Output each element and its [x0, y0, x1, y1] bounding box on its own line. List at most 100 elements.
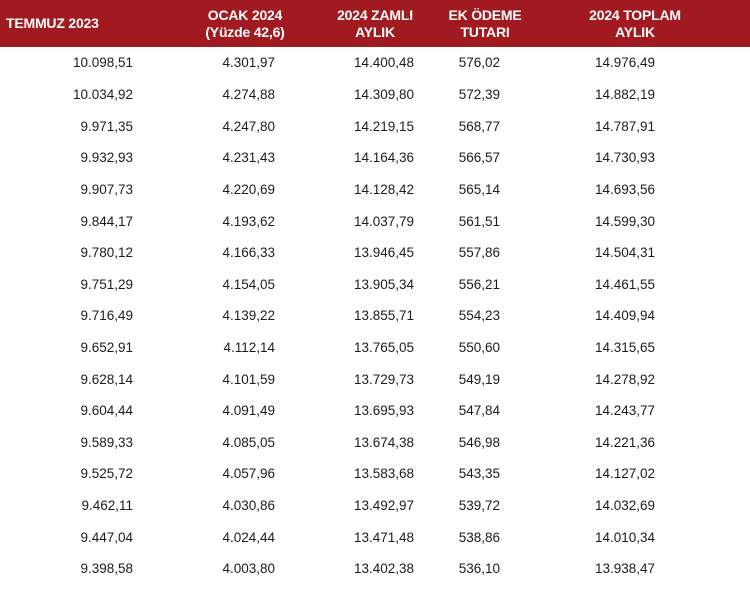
ocak-2024-value: 4.154,05 [222, 276, 275, 292]
ocak-2024-value: 4.030,86 [222, 497, 275, 513]
toplam-aylik-value: 14.504,31 [594, 245, 655, 261]
zamli-aylik-value: 14.164,36 [353, 150, 414, 166]
toplam-aylik-value: 14.461,55 [594, 276, 655, 292]
ek-odeme-value: 547,84 [458, 403, 500, 419]
zamli-aylik-value: 14.309,80 [353, 87, 414, 103]
table-row: 9.932,93 4.231,43 14.164,36 566,57 14.730,93 [0, 142, 750, 174]
zamli-aylik-value: 13.765,05 [353, 340, 414, 356]
header-line: TUTARI [460, 23, 510, 40]
header-line: AYLIK [355, 23, 395, 40]
header-ocak-2024: OCAK 2024 (Yüzde 42,6) [170, 0, 320, 47]
table-row: 9.589,33 4.085,05 13.674,38 546,98 14.221,36 [0, 427, 750, 459]
ocak-2024-value: 4.231,43 [222, 150, 275, 166]
ocak-2024-value: 4.091,49 [222, 403, 275, 419]
temmuz-2023-value: 9.398,58 [80, 561, 133, 577]
temmuz-2023-value: 9.780,12 [80, 245, 133, 261]
header-temmuz-2023: TEMMUZ 2023 [0, 0, 150, 47]
temmuz-2023-value: 9.971,35 [80, 118, 133, 134]
temmuz-2023-value: 9.716,49 [80, 308, 133, 324]
toplam-aylik-value: 14.882,19 [594, 87, 655, 103]
header-line: 2024 ZAMLI [337, 6, 413, 23]
temmuz-2023-value: 10.098,51 [72, 55, 133, 71]
ek-odeme-value: 566,57 [458, 150, 500, 166]
ek-odeme-value: 568,77 [458, 118, 500, 134]
ek-odeme-value: 549,19 [458, 371, 500, 387]
temmuz-2023-value: 9.751,29 [80, 276, 133, 292]
header-zamli-aylik: 2024 ZAMLI AYLIK [320, 0, 430, 47]
table-body: 10.098,51 4.301,97 14.400,48 576,02 14.976,4… [0, 47, 750, 584]
ek-odeme-value: 556,21 [458, 276, 500, 292]
ocak-2024-value: 4.024,44 [222, 529, 275, 545]
zamli-aylik-value: 13.674,38 [353, 434, 414, 450]
ek-odeme-value: 557,86 [458, 245, 500, 261]
toplam-aylik-value: 14.787,91 [594, 118, 655, 134]
toplam-aylik-value: 14.730,93 [594, 150, 655, 166]
zamli-aylik-value: 13.905,34 [353, 276, 414, 292]
header-ek-odeme: EK ÖDEME TUTARI [430, 0, 540, 47]
toplam-aylik-value: 14.010,34 [594, 529, 655, 545]
zamli-aylik-value: 13.492,97 [353, 497, 414, 513]
toplam-aylik-value: 14.693,56 [594, 182, 655, 198]
temmuz-2023-value: 9.525,72 [80, 466, 133, 482]
table-row: 9.780,12 4.166,33 13.946,45 557,86 14.504,31 [0, 237, 750, 269]
table-row: 9.716,49 4.139,22 13.855,71 554,23 14.409,94 [0, 300, 750, 332]
temmuz-2023-value: 9.844,17 [80, 213, 133, 229]
zamli-aylik-value: 14.128,42 [353, 182, 414, 198]
header-line: OCAK 2024 [207, 6, 283, 23]
toplam-aylik-value: 14.127,02 [594, 466, 655, 482]
ocak-2024-value: 4.247,80 [222, 118, 275, 134]
ocak-2024-value: 4.112,14 [223, 340, 275, 356]
temmuz-2023-value: 10.034,92 [72, 87, 133, 103]
ek-odeme-value: 539,72 [458, 497, 500, 513]
header-line: (Yüzde 42,6) [205, 23, 285, 40]
table-row: 9.751,29 4.154,05 13.905,34 556,21 14.461,55 [0, 269, 750, 301]
zamli-aylik-value: 13.402,38 [353, 561, 414, 577]
zamli-aylik-value: 14.219,15 [353, 118, 414, 134]
header-line: AYLIK [615, 23, 655, 40]
temmuz-2023-value: 9.932,93 [80, 150, 133, 166]
ocak-2024-value: 4.166,33 [222, 245, 275, 261]
zamli-aylik-value: 14.037,79 [353, 213, 414, 229]
temmuz-2023-value: 9.907,73 [80, 182, 133, 198]
zamli-aylik-value: 13.729,73 [353, 371, 414, 387]
table-row: 9.398,58 4.003,80 13.402,38 536,10 13.938,47 [0, 553, 750, 585]
table-row: 10.098,51 4.301,97 14.400,48 576,02 14.976,4… [0, 47, 750, 79]
table-row: 9.525,72 4.057,96 13.583,68 543,35 14.127,02 [0, 458, 750, 490]
temmuz-2023-value: 9.447,04 [80, 529, 133, 545]
zamli-aylik-value: 13.695,93 [353, 403, 414, 419]
ek-odeme-value: 546,98 [458, 434, 500, 450]
header-line: 2024 TOPLAM [589, 6, 681, 23]
ek-odeme-value: 538,86 [458, 529, 500, 545]
ocak-2024-value: 4.301,97 [222, 55, 275, 71]
temmuz-2023-value: 9.652,91 [80, 340, 133, 356]
table-row: 9.971,35 4.247,80 14.219,15 568,77 14.787,91 [0, 110, 750, 142]
header-line: EK ÖDEME [448, 6, 522, 23]
table-row: 9.844,17 4.193,62 14.037,79 561,51 14.599,30 [0, 205, 750, 237]
ocak-2024-value: 4.003,80 [222, 561, 275, 577]
toplam-aylik-value: 13.938,47 [594, 561, 655, 577]
header-toplam-aylik: 2024 TOPLAM AYLIK [555, 0, 715, 47]
toplam-aylik-value: 14.221,36 [594, 434, 655, 450]
ek-odeme-value: 576,02 [458, 55, 500, 71]
zamli-aylik-value: 13.946,45 [353, 245, 414, 261]
ocak-2024-value: 4.139,22 [222, 308, 275, 324]
ocak-2024-value: 4.193,62 [222, 213, 275, 229]
ek-odeme-value: 565,14 [458, 182, 500, 198]
zamli-aylik-value: 13.471,48 [353, 529, 414, 545]
ocak-2024-value: 4.057,96 [222, 466, 275, 482]
table-row: 9.604,44 4.091,49 13.695,93 547,84 14.243,77 [0, 395, 750, 427]
toplam-aylik-value: 14.315,65 [594, 340, 655, 356]
header-line: TEMMUZ 2023 [6, 15, 99, 31]
table-row: 9.907,73 4.220,69 14.128,42 565,14 14.693,56 [0, 174, 750, 206]
toplam-aylik-value: 14.243,77 [594, 403, 655, 419]
ek-odeme-value: 554,23 [458, 308, 500, 324]
ek-odeme-value: 550,60 [458, 340, 500, 356]
table-row: 9.447,04 4.024,44 13.471,48 538,86 14.010,34 [0, 521, 750, 553]
ocak-2024-value: 4.085,05 [222, 434, 275, 450]
zamli-aylik-value: 13.855,71 [353, 308, 414, 324]
ocak-2024-value: 4.220,69 [222, 182, 275, 198]
temmuz-2023-value: 9.462,11 [81, 497, 133, 513]
table-row: 9.652,91 4.112,14 13.765,05 550,60 14.315,65 [0, 332, 750, 364]
ek-odeme-value: 572,39 [458, 87, 500, 103]
